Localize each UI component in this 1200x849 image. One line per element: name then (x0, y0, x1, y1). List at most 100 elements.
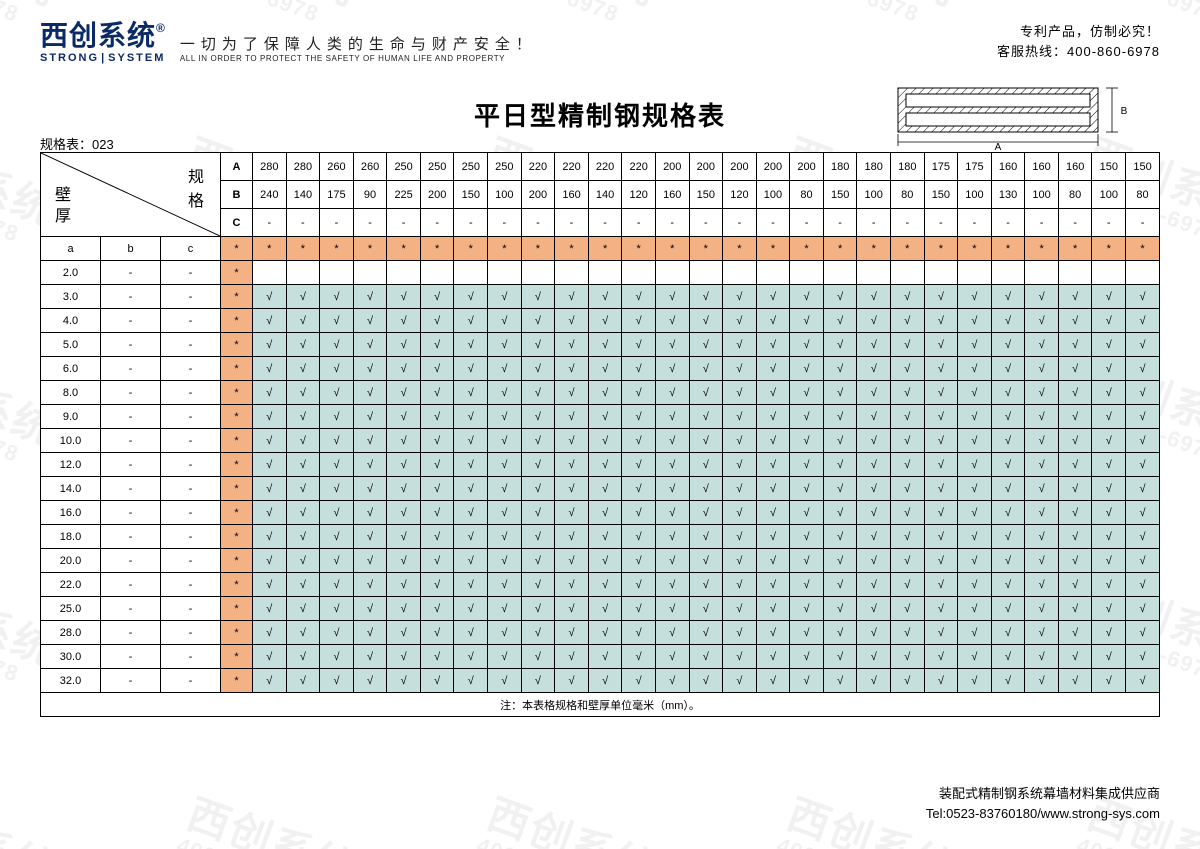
matrix-cell: √ (588, 573, 622, 597)
matrix-cell: √ (857, 621, 891, 645)
matrix-cell: √ (454, 501, 488, 525)
matrix-cell: √ (420, 525, 454, 549)
matrix-cell: √ (1025, 621, 1059, 645)
matrix-cell: √ (420, 333, 454, 357)
spec-value-cell: 160 (991, 153, 1025, 181)
matrix-cell: √ (253, 573, 287, 597)
matrix-cell: √ (420, 645, 454, 669)
matrix-cell: √ (353, 477, 387, 501)
matrix-cell: √ (1058, 669, 1092, 693)
matrix-cell (1058, 261, 1092, 285)
matrix-cell: √ (1058, 549, 1092, 573)
matrix-cell: √ (991, 645, 1025, 669)
matrix-cell: √ (420, 453, 454, 477)
star-cell: * (221, 669, 253, 693)
page-footer: 装配式精制钢系统幕墙材料集成供应商 Tel:0523-83760180/www.… (926, 784, 1160, 823)
matrix-cell (655, 261, 689, 285)
matrix-cell (320, 261, 354, 285)
matrix-cell: √ (857, 405, 891, 429)
matrix-cell: √ (891, 477, 925, 501)
matrix-cell: √ (655, 453, 689, 477)
matrix-cell: √ (689, 357, 723, 381)
matrix-cell: √ (689, 549, 723, 573)
contact-line-1: 专利产品，仿制必究！ (997, 22, 1160, 42)
matrix-cell: √ (790, 477, 824, 501)
matrix-cell: √ (1058, 525, 1092, 549)
spec-value-cell: 200 (756, 153, 790, 181)
matrix-cell: √ (823, 669, 857, 693)
spec-value-cell: - (1126, 209, 1160, 237)
matrix-cell: √ (454, 477, 488, 501)
spec-value-cell: 200 (723, 153, 757, 181)
matrix-cell: √ (1092, 549, 1126, 573)
matrix-cell: √ (958, 501, 992, 525)
matrix-cell: √ (756, 309, 790, 333)
matrix-cell: √ (689, 645, 723, 669)
matrix-cell: √ (1126, 501, 1160, 525)
matrix-cell: √ (1126, 357, 1160, 381)
matrix-cell: √ (253, 549, 287, 573)
spec-value-cell: - (991, 209, 1025, 237)
matrix-cell: √ (622, 597, 656, 621)
matrix-cell: √ (790, 405, 824, 429)
star-cell: * (221, 597, 253, 621)
matrix-cell: √ (991, 597, 1025, 621)
matrix-cell: √ (286, 453, 320, 477)
matrix-cell: √ (857, 381, 891, 405)
star-cell: * (790, 237, 824, 261)
matrix-cell: √ (555, 309, 589, 333)
spec-value-cell: 250 (420, 153, 454, 181)
spec-value-cell: - (823, 209, 857, 237)
matrix-cell: √ (1126, 573, 1160, 597)
matrix-cell: √ (1092, 621, 1126, 645)
matrix-cell: √ (1092, 285, 1126, 309)
matrix-cell: √ (1025, 597, 1059, 621)
matrix-cell: √ (588, 549, 622, 573)
spec-value-cell: 150 (823, 181, 857, 209)
matrix-cell (387, 261, 421, 285)
spec-value-cell: 140 (286, 181, 320, 209)
matrix-cell: √ (958, 669, 992, 693)
spec-table: 规格壁厚A28028026026025025025025022022022022… (40, 152, 1160, 717)
matrix-cell: √ (588, 333, 622, 357)
matrix-cell: √ (857, 357, 891, 381)
matrix-cell: √ (958, 429, 992, 453)
matrix-cell: √ (353, 405, 387, 429)
matrix-cell: √ (823, 597, 857, 621)
matrix-cell: √ (320, 429, 354, 453)
matrix-cell: √ (1058, 333, 1092, 357)
thickness-cell: - (101, 501, 161, 525)
matrix-cell: √ (1126, 453, 1160, 477)
spec-value-cell: - (1092, 209, 1126, 237)
thickness-cell: 30.0 (41, 645, 101, 669)
matrix-cell: √ (924, 525, 958, 549)
thickness-header-b: b (101, 237, 161, 261)
matrix-cell: √ (286, 429, 320, 453)
thickness-cell: - (161, 549, 221, 573)
matrix-cell: √ (857, 645, 891, 669)
matrix-cell: √ (823, 405, 857, 429)
matrix-cell: √ (622, 405, 656, 429)
matrix-cell: √ (958, 381, 992, 405)
matrix-cell: √ (1025, 549, 1059, 573)
header-diagonal-cell: 规格壁厚 (41, 153, 221, 237)
spec-value-cell: 200 (790, 153, 824, 181)
spec-value-cell: - (655, 209, 689, 237)
matrix-cell: √ (387, 549, 421, 573)
matrix-cell: √ (924, 669, 958, 693)
matrix-cell: √ (723, 381, 757, 405)
matrix-cell: √ (689, 669, 723, 693)
matrix-cell: √ (655, 429, 689, 453)
matrix-cell: √ (387, 381, 421, 405)
matrix-cell: √ (253, 669, 287, 693)
matrix-cell: √ (454, 645, 488, 669)
matrix-cell: √ (857, 429, 891, 453)
brand-logo-text-cn: 西创系统® (40, 22, 166, 50)
matrix-cell: √ (823, 549, 857, 573)
matrix-cell: √ (588, 405, 622, 429)
matrix-cell: √ (689, 381, 723, 405)
matrix-cell: √ (924, 285, 958, 309)
matrix-cell: √ (488, 525, 522, 549)
matrix-cell: √ (353, 285, 387, 309)
matrix-cell: √ (857, 669, 891, 693)
